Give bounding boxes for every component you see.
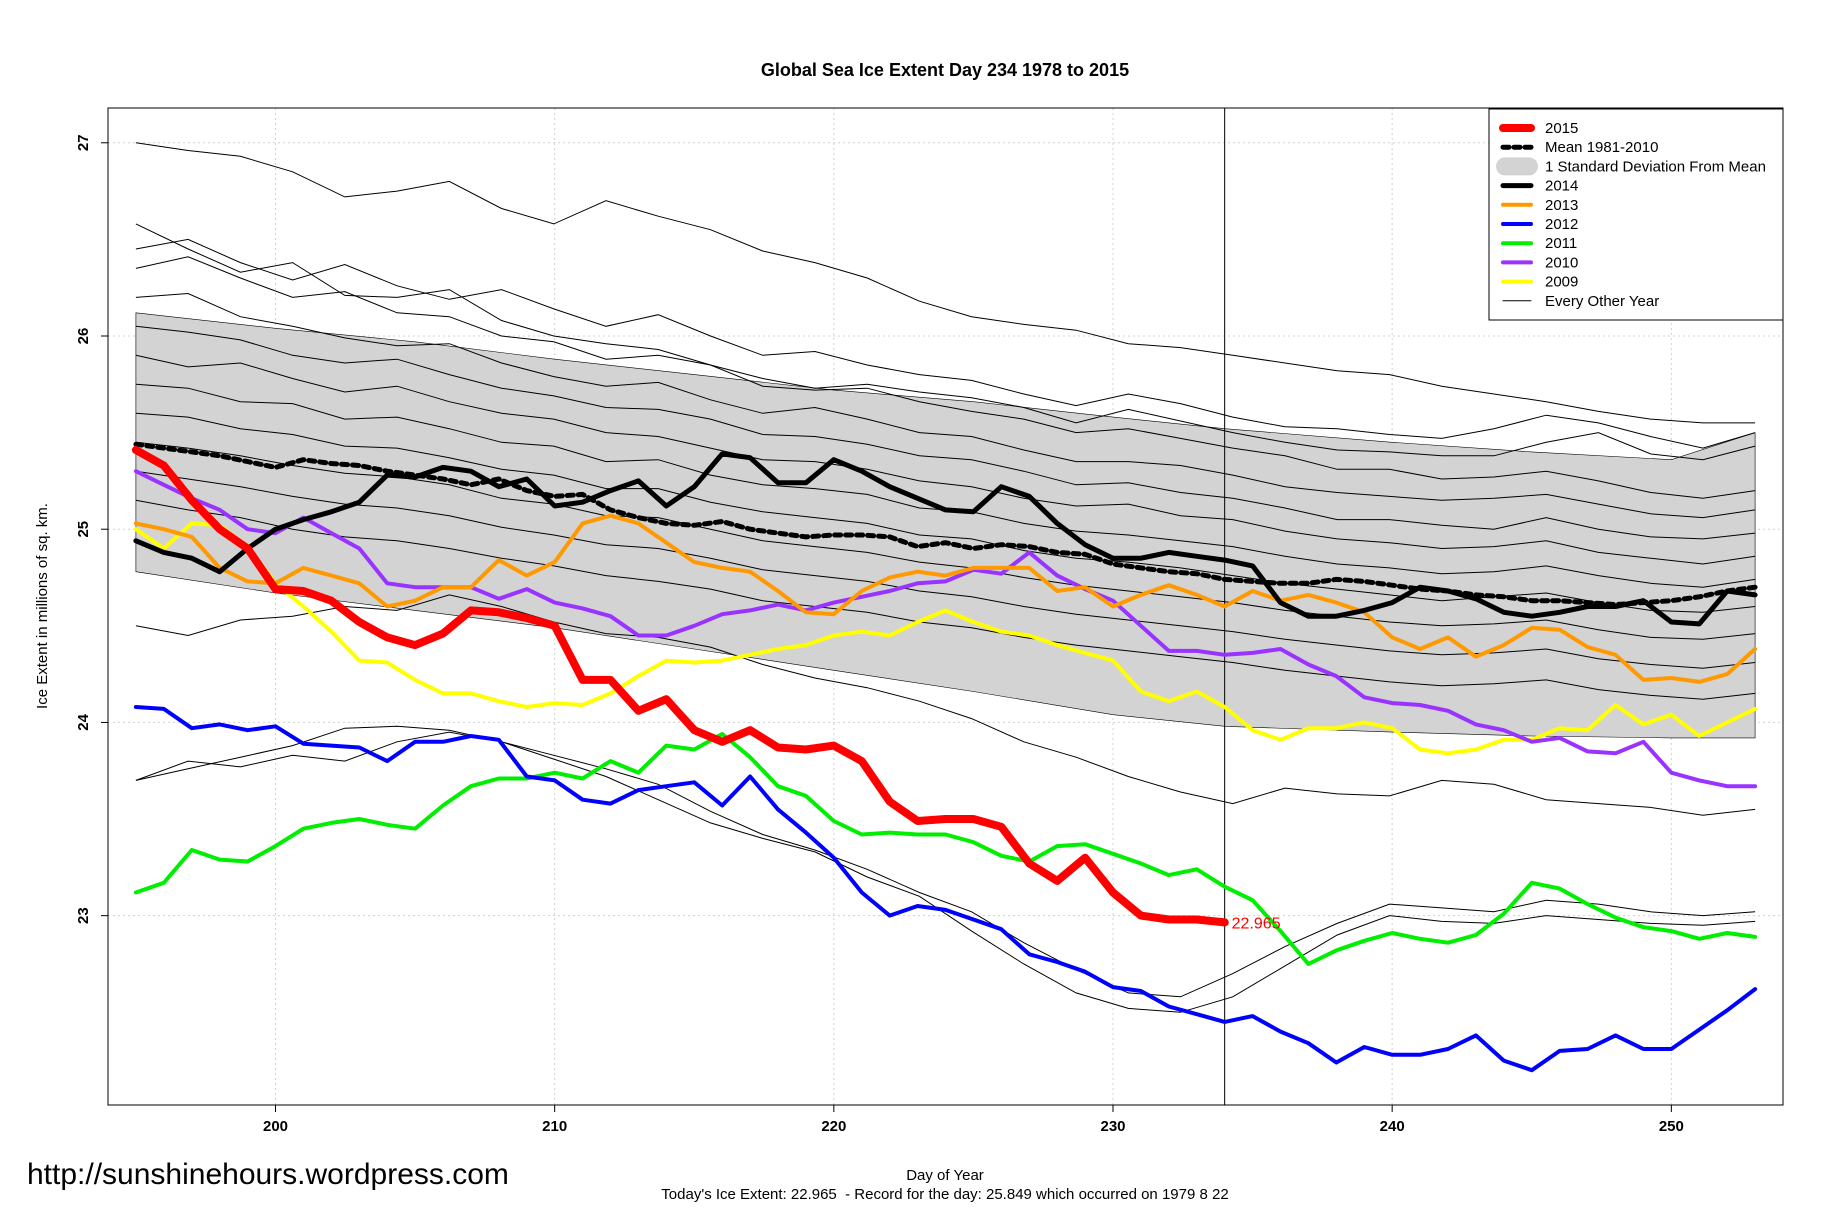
highlighted-series <box>131 441 1758 1073</box>
other-year-line <box>135 292 1756 519</box>
x-tick-label: 220 <box>821 1118 846 1135</box>
other-year-line <box>135 256 1756 499</box>
chart-title: Global Sea Ice Extent Day 234 1978 to 20… <box>761 60 1129 80</box>
legend-box <box>1488 108 1784 321</box>
legend-label: 2014 <box>1545 178 1578 195</box>
y-tick-label: 23 <box>75 907 92 924</box>
other-year-line <box>135 223 1756 461</box>
series-line-2014 <box>133 451 1758 627</box>
legend-label: 1 Standard Deviation From Mean <box>1545 158 1766 175</box>
watermark-url: http://sunshinehours.wordpress.com <box>27 1158 509 1191</box>
legend-label: 2010 <box>1545 254 1578 271</box>
other-year-line <box>135 354 1756 565</box>
other-year-line <box>135 142 1756 424</box>
y-axis-label: Ice Extent in millions of sq. km. <box>34 503 51 709</box>
other-year-line <box>135 325 1756 540</box>
footer-note: Today's Ice Extent: 22.965 - Record for … <box>661 1186 1228 1203</box>
y-tick-label: 24 <box>75 713 92 730</box>
x-tick-label: 200 <box>263 1118 288 1135</box>
current-value-label: 22.965 <box>1232 915 1281 932</box>
legend: 2015 Mean 1981-2010 1 Standard Deviation F… <box>1488 108 1784 321</box>
series-line-2011 <box>133 732 1758 966</box>
other-year-line <box>135 731 1756 1013</box>
y-tick-label: 26 <box>75 328 92 345</box>
series-line-2012 <box>133 705 1758 1073</box>
plot-frame <box>107 107 1784 1106</box>
other-year-line <box>135 238 1756 449</box>
y-tick-label: 27 <box>75 134 92 151</box>
other-year-line <box>135 725 1756 998</box>
current-value-point <box>1220 918 1229 927</box>
series-line-mean-1981-2010 <box>133 441 1758 608</box>
series-line-2015 <box>131 446 1229 927</box>
other-year-line <box>135 594 1756 816</box>
series-line-2009 <box>133 521 1758 756</box>
x-axis-label: Day of Year <box>906 1167 984 1184</box>
series-line-2010 <box>133 469 1758 789</box>
legend-label: Mean 1981-2010 <box>1545 139 1658 156</box>
x-tick-label: 250 <box>1659 1118 1684 1135</box>
x-tick-label: 210 <box>542 1118 567 1135</box>
other-year-line <box>135 499 1756 700</box>
x-axis-ticks: 200 210 220 230 240 250 <box>263 1105 1684 1135</box>
legend-label: Every Other Year <box>1545 293 1659 310</box>
std-deviation-band <box>135 312 1756 739</box>
y-tick-label: 25 <box>75 521 92 538</box>
legend-label: 2009 <box>1545 274 1578 291</box>
legend-swatch <box>1496 157 1538 176</box>
series-line-2013 <box>133 513 1758 684</box>
current-value-annotation: 22.965 <box>1220 915 1281 932</box>
legend-label: 2013 <box>1545 197 1578 214</box>
x-tick-label: 240 <box>1380 1118 1405 1135</box>
y-axis-ticks: 23 24 25 26 27 <box>75 134 108 924</box>
legend-label: 2012 <box>1545 216 1578 233</box>
legend-label: 2011 <box>1545 235 1577 252</box>
x-tick-label: 230 <box>1100 1118 1125 1135</box>
legend-label: 2015 <box>1545 120 1578 137</box>
std-band-area <box>135 312 1756 739</box>
